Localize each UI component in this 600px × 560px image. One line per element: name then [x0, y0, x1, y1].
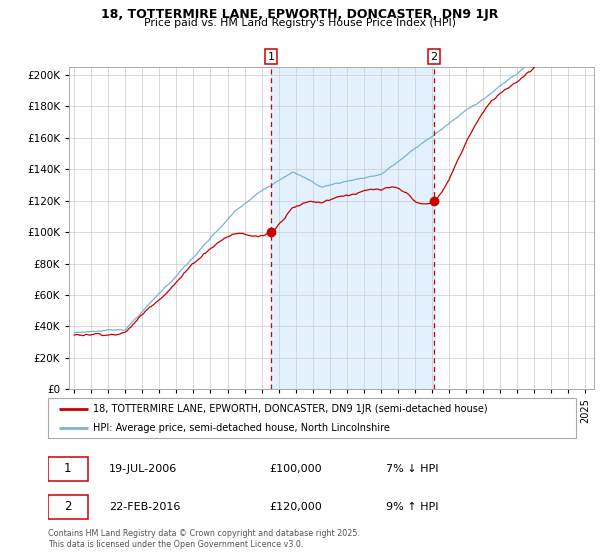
Text: 18, TOTTERMIRE LANE, EPWORTH, DONCASTER, DN9 1JR: 18, TOTTERMIRE LANE, EPWORTH, DONCASTER,… [101, 8, 499, 21]
FancyBboxPatch shape [48, 494, 88, 519]
Text: Price paid vs. HM Land Registry's House Price Index (HPI): Price paid vs. HM Land Registry's House … [144, 18, 456, 29]
Text: HPI: Average price, semi-detached house, North Lincolnshire: HPI: Average price, semi-detached house,… [93, 423, 390, 433]
Text: £100,000: £100,000 [270, 464, 322, 474]
Text: 9% ↑ HPI: 9% ↑ HPI [386, 502, 439, 512]
Text: Contains HM Land Registry data © Crown copyright and database right 2025.
This d: Contains HM Land Registry data © Crown c… [48, 529, 360, 549]
Bar [271, 67, 434, 389]
Text: £120,000: £120,000 [270, 502, 323, 512]
Text: 1: 1 [268, 52, 274, 62]
Text: 1: 1 [64, 463, 71, 475]
Text: 18, TOTTERMIRE LANE, EPWORTH, DONCASTER, DN9 1JR (semi-detached house): 18, TOTTERMIRE LANE, EPWORTH, DONCASTER,… [93, 404, 488, 414]
FancyBboxPatch shape [48, 398, 576, 438]
Text: 7% ↓ HPI: 7% ↓ HPI [386, 464, 439, 474]
FancyBboxPatch shape [48, 457, 88, 481]
Text: 19-JUL-2006: 19-JUL-2006 [109, 464, 177, 474]
Text: 2: 2 [431, 52, 437, 62]
Text: 2: 2 [64, 500, 71, 514]
Text: 22-FEB-2016: 22-FEB-2016 [109, 502, 180, 512]
